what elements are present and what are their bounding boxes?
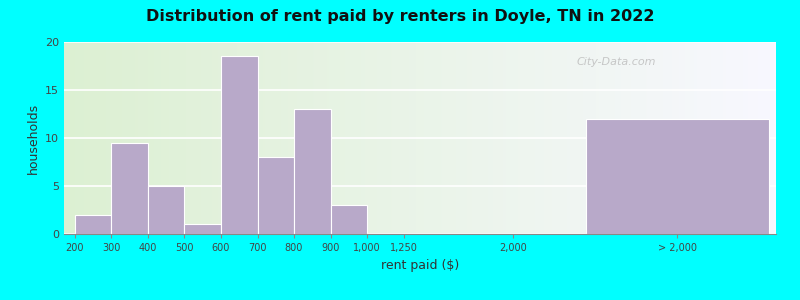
Bar bbox=[221, 56, 258, 234]
Text: City-Data.com: City-Data.com bbox=[577, 57, 656, 68]
Bar bbox=[111, 143, 148, 234]
Bar bbox=[75, 215, 111, 234]
Bar bbox=[294, 109, 330, 234]
Bar bbox=[185, 224, 221, 234]
Y-axis label: households: households bbox=[26, 102, 39, 174]
Bar bbox=[258, 157, 294, 234]
Bar bbox=[330, 205, 367, 234]
Text: Distribution of rent paid by renters in Doyle, TN in 2022: Distribution of rent paid by renters in … bbox=[146, 9, 654, 24]
Bar bbox=[148, 186, 185, 234]
X-axis label: rent paid ($): rent paid ($) bbox=[381, 259, 459, 272]
Bar bbox=[586, 119, 769, 234]
